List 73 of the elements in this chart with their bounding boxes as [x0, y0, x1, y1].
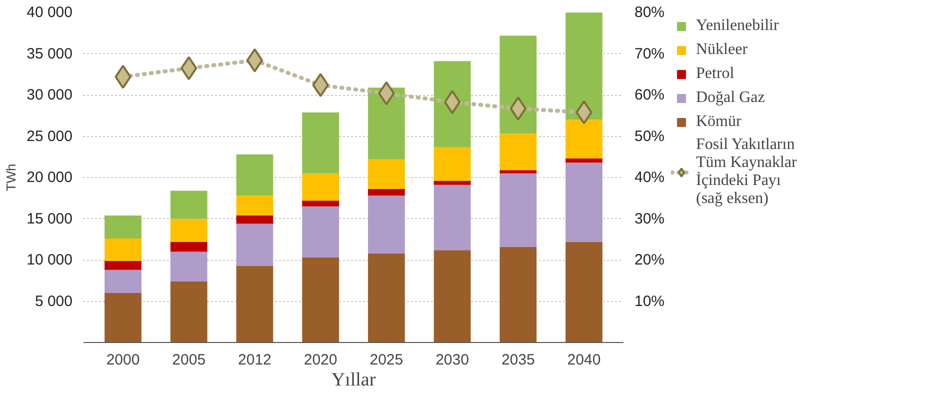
- bar: [368, 88, 405, 160]
- y-tick-label: 20 000: [26, 169, 73, 186]
- bar: [302, 173, 340, 201]
- y-tick-label: 35 000: [26, 45, 73, 62]
- x-tick-label: 2012: [238, 352, 272, 368]
- bar: [170, 281, 208, 342]
- bar: [566, 242, 602, 342]
- x-tick-label: 2035: [501, 352, 535, 368]
- x-tick-label: 2040: [567, 352, 601, 368]
- bar: [302, 258, 340, 342]
- bar: [236, 266, 274, 342]
- bar: [434, 180, 471, 185]
- bar: [104, 270, 142, 293]
- y-tick-label: 10 000: [26, 252, 73, 268]
- bar: [368, 196, 405, 254]
- bar: [302, 206, 340, 258]
- y2-tick-label: 20%: [634, 252, 665, 268]
- bar: [104, 260, 142, 270]
- x-tick-label: 2000: [106, 352, 140, 368]
- x-tick-label: 2030: [436, 352, 469, 368]
- y2-tick-label: 40%: [634, 169, 665, 186]
- bar: [500, 246, 537, 342]
- bar: [236, 154, 274, 196]
- bar: [566, 12, 602, 120]
- bar: [500, 36, 537, 134]
- y2-tick-label: 30%: [634, 210, 665, 228]
- y-tick-label: 25 000: [26, 128, 73, 145]
- y-tick-label: 40 000: [26, 4, 73, 21]
- y-axis-title: TWh: [4, 164, 19, 192]
- bar: [566, 158, 602, 163]
- y-tick-label: 15 000: [26, 210, 73, 228]
- bar: [104, 293, 142, 342]
- point: [246, 48, 264, 72]
- bar: [434, 250, 471, 342]
- y2-tick-label: 50%: [634, 128, 665, 145]
- legend-label: Fosil Yakıtların Tüm Kaynaklar İçindeki Payı (sağ eksen): [696, 136, 797, 208]
- y2-tick-label: 10%: [634, 292, 665, 310]
- bar: [434, 146, 471, 181]
- bar: [434, 184, 471, 250]
- bar: [170, 218, 208, 242]
- bar: [500, 173, 537, 247]
- bar: [170, 242, 208, 252]
- legend-label: Doğal Gaz: [696, 89, 765, 107]
- x-axis-title: Yıllar: [331, 370, 376, 390]
- bar: [368, 253, 405, 342]
- bar: [500, 134, 537, 170]
- bar: [434, 61, 471, 147]
- y2-tick-label: 80%: [634, 4, 665, 21]
- bar: [302, 200, 340, 206]
- bar: [566, 120, 602, 159]
- bar: [236, 215, 274, 224]
- y2-tick-label: 70%: [634, 45, 665, 62]
- bar: [368, 189, 405, 196]
- bar: [236, 224, 274, 266]
- legend-label: Petrol: [696, 65, 734, 83]
- y-tick-label: 30 000: [26, 86, 73, 104]
- bar: [104, 238, 142, 261]
- legend-label: Kömür: [696, 113, 742, 131]
- x-tick-label: 2005: [172, 352, 206, 368]
- x-tick-label: 2020: [304, 352, 338, 368]
- y-tick-label: 5 000: [34, 292, 73, 310]
- bar: [368, 159, 405, 190]
- bar: [236, 196, 274, 216]
- bar: [104, 215, 142, 239]
- x-tick-label: 2025: [370, 352, 404, 368]
- legend-label: Yenilenebilir: [696, 17, 779, 35]
- bar: [566, 162, 602, 242]
- bar: [302, 112, 340, 174]
- bar: [500, 170, 537, 174]
- bar: [170, 252, 208, 282]
- bar: [170, 190, 208, 219]
- y2-tick-label: 60%: [634, 86, 665, 104]
- legend-label: Nükleer: [696, 41, 748, 59]
